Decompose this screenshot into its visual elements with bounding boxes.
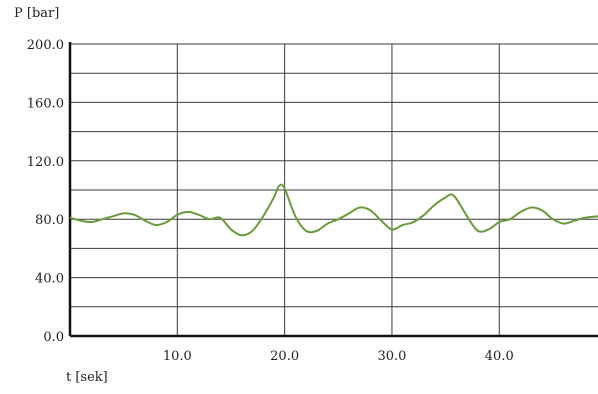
x-tick-labels: 10.0 20.0 30.0 40.0 bbox=[163, 349, 514, 364]
y-tick-label: 200.0 bbox=[27, 38, 64, 53]
y-tick-label: 0.0 bbox=[43, 330, 64, 345]
x-axis-title: t [sek] bbox=[66, 370, 108, 385]
y-tick-label: 40.0 bbox=[35, 272, 64, 287]
pressure-series-line bbox=[69, 183, 598, 237]
y-axis-title: P [bar] bbox=[14, 6, 60, 21]
axes bbox=[68, 42, 598, 338]
x-tick-label: 40.0 bbox=[485, 349, 514, 364]
y-tick-label: 80.0 bbox=[35, 213, 64, 228]
x-tick-label: 10.0 bbox=[163, 349, 192, 364]
y-tick-label: 120.0 bbox=[27, 155, 64, 170]
y-tick-labels: 0.0 40.0 80.0 120.0 160.0 200.0 bbox=[27, 38, 64, 345]
x-tick-label: 20.0 bbox=[270, 349, 299, 364]
y-tick-label: 160.0 bbox=[27, 96, 64, 111]
series-layer bbox=[69, 183, 598, 237]
x-tick-label: 30.0 bbox=[377, 349, 406, 364]
horizontal-grid bbox=[70, 43, 598, 308]
